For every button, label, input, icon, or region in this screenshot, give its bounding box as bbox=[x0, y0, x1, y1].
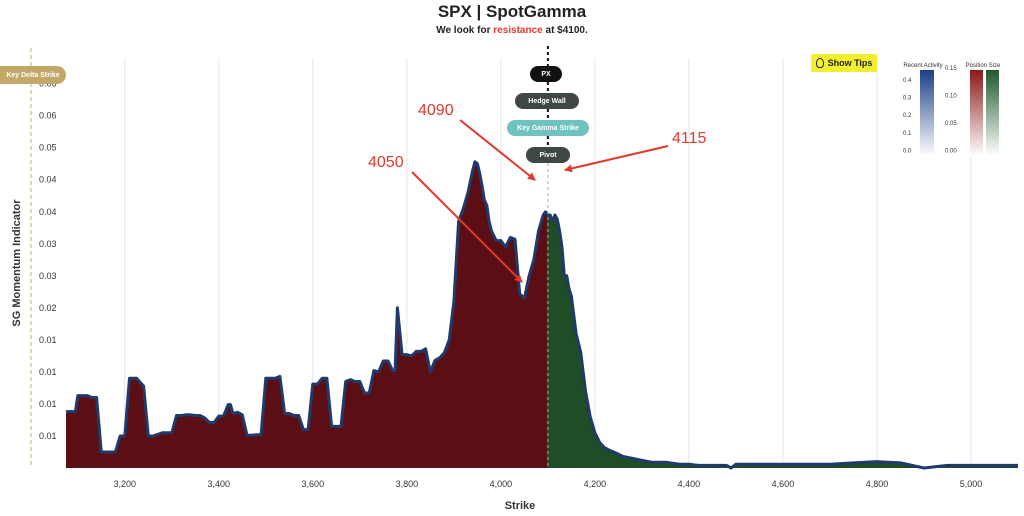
chart-overlay: 4090 4050 4115 bbox=[30, 46, 707, 468]
position-size-title: Position Size bbox=[966, 63, 1001, 69]
y-tick-label: 0.03 bbox=[39, 271, 57, 281]
annotation-label: 4090 bbox=[418, 102, 454, 119]
y-axis: 0.01 0.01 0.01 0.01 0.02 0.03 0.03 0.04 0.04 0.05… bbox=[11, 79, 57, 441]
lightbulb-icon bbox=[815, 58, 824, 68]
recent-activity-tick: 0.0 bbox=[903, 148, 912, 154]
area-below-strike bbox=[66, 161, 548, 469]
page-subtitle: We look for resistance at $4100. bbox=[0, 25, 1024, 36]
y-tick-label: 0.02 bbox=[39, 303, 57, 313]
recent-activity-tick: 0.2 bbox=[903, 113, 912, 119]
x-tick-label: 3,400 bbox=[208, 479, 231, 489]
page-title: SPX | SpotGamma bbox=[437, 2, 587, 21]
subtitle-highlight: resistance bbox=[493, 25, 543, 36]
x-axis-label: Strike bbox=[505, 500, 536, 512]
position-size-tick: 0.05 bbox=[945, 121, 957, 127]
x-tick-label: 5,000 bbox=[960, 479, 983, 489]
x-tick-label: 4,600 bbox=[772, 479, 795, 489]
x-tick-label: 3,800 bbox=[396, 479, 419, 489]
annotation-label: 4115 bbox=[672, 130, 707, 147]
y-tick-label: 0.04 bbox=[39, 175, 57, 185]
y-tick-label: 0.06 bbox=[39, 111, 57, 121]
y-tick-label: 0.04 bbox=[39, 207, 57, 217]
y-tick-label: 0.01 bbox=[39, 367, 57, 377]
x-tick-label: 4,400 bbox=[678, 479, 701, 489]
show-tips-button[interactable]: Show Tips bbox=[811, 54, 877, 72]
y-tick-label: 0.05 bbox=[39, 143, 57, 153]
position-size-tick: 0.15 bbox=[945, 66, 957, 72]
position-size-tick: 0.00 bbox=[945, 149, 957, 155]
x-tick-label: 3,200 bbox=[113, 479, 136, 489]
annotation-arrow bbox=[564, 145, 669, 173]
x-tick-label: 4,200 bbox=[584, 479, 607, 489]
chart-legends: Recent Activity 0.4 0.3 0.2 0.1 0.0 Position S… bbox=[903, 63, 1001, 156]
momentum-outline bbox=[66, 160, 1018, 470]
annotation-arrow bbox=[411, 171, 523, 283]
x-tick-label: 3,600 bbox=[302, 479, 325, 489]
px-marker[interactable]: PX bbox=[530, 66, 562, 82]
key-gamma-strike-marker[interactable]: Key Gamma Strike bbox=[507, 120, 589, 136]
key-delta-strike-tag[interactable]: Key Delta Strike bbox=[0, 66, 66, 84]
annotation-label: 4050 bbox=[368, 154, 404, 171]
position-size-tick: 0.10 bbox=[945, 94, 957, 100]
pivot-marker[interactable]: Pivot bbox=[526, 147, 570, 163]
y-tick-label: 0.01 bbox=[39, 399, 57, 409]
x-axis: 3,200 3,400 3,600 3,800 4,000 4,200 4,400 4,600… bbox=[113, 479, 982, 512]
recent-activity-bar bbox=[920, 70, 934, 156]
recent-activity-tick: 0.4 bbox=[903, 78, 912, 84]
y-tick-label: 0.01 bbox=[39, 335, 57, 345]
position-size-bar-green bbox=[986, 70, 999, 156]
subtitle-text-pre: We look for bbox=[436, 25, 494, 36]
recent-activity-tick: 0.1 bbox=[903, 131, 912, 137]
subtitle-text-post: at $4100. bbox=[542, 25, 588, 36]
y-tick-label: 0.03 bbox=[39, 239, 57, 249]
x-tick-label: 4,000 bbox=[490, 479, 513, 489]
annotation-arrow bbox=[459, 119, 536, 181]
hedge-wall-marker[interactable]: Hedge Wall bbox=[515, 93, 579, 109]
position-size-bar-red bbox=[970, 70, 983, 156]
x-tick-label: 4,800 bbox=[866, 479, 889, 489]
y-tick-label: 0.01 bbox=[39, 431, 57, 441]
area-above-strike bbox=[547, 215, 1018, 468]
y-axis-label: SG Momentum Indicator bbox=[11, 199, 23, 327]
recent-activity-title: Recent Activity bbox=[903, 63, 942, 69]
show-tips-label: Show Tips bbox=[827, 58, 873, 68]
recent-activity-tick: 0.3 bbox=[903, 96, 912, 102]
chart-area bbox=[66, 160, 1018, 470]
